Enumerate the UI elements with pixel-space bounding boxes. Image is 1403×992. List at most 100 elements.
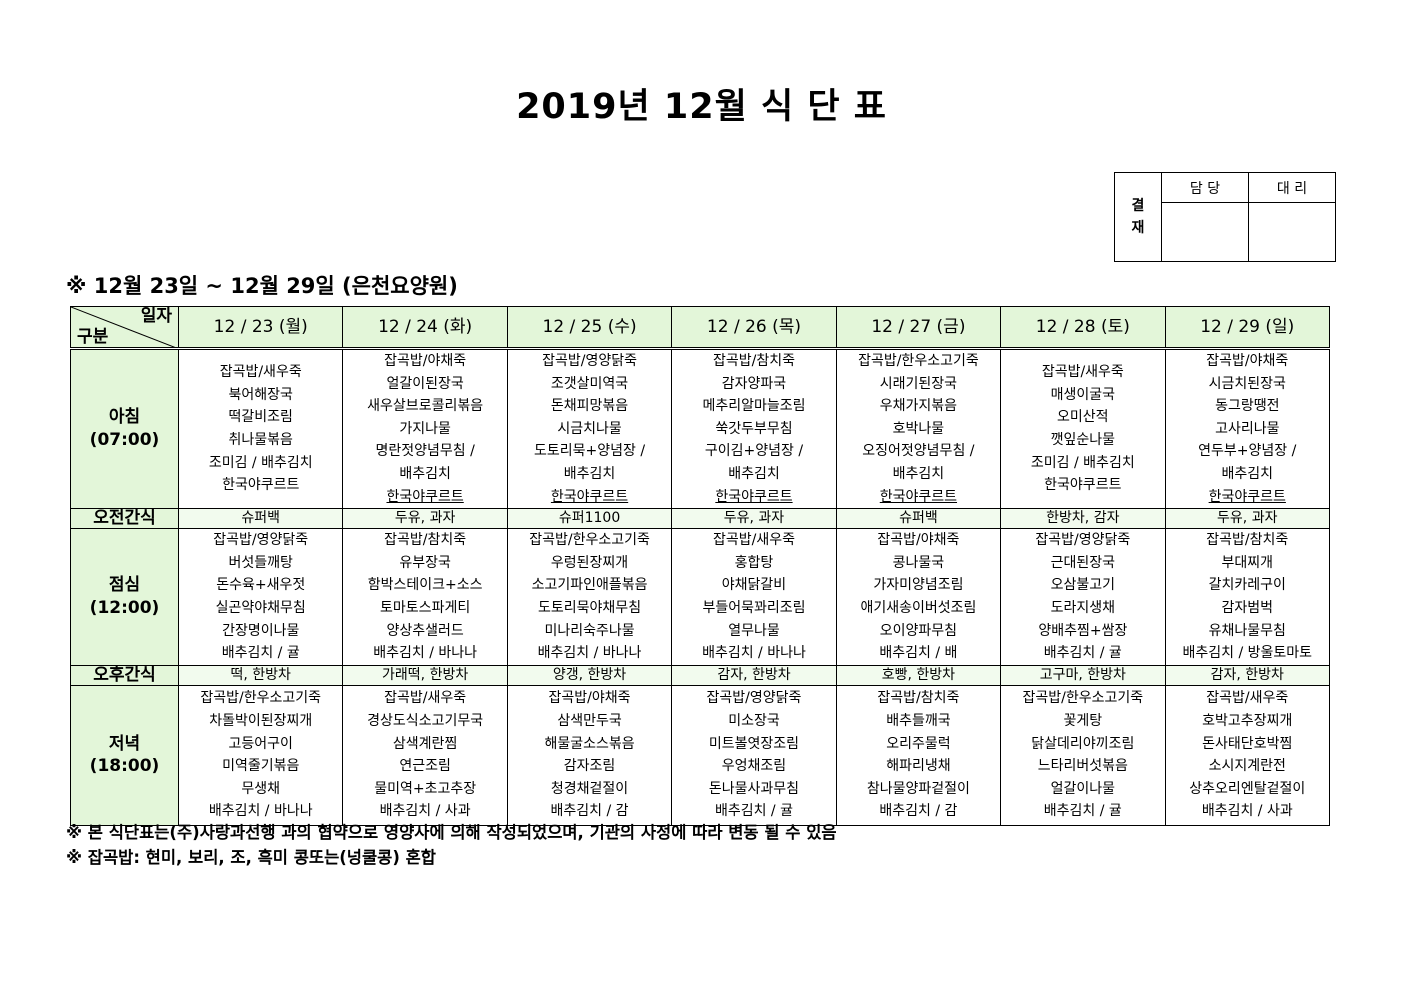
menu-item: 연두부+양념장 / [1198,443,1297,460]
menu-item: 도토리묵야채무침 [538,599,642,616]
menu-item: 느타리버섯볶음 [1037,758,1128,775]
approval-label-char: 결 [1131,198,1145,214]
day-header: 12 / 24 (화) [342,306,508,350]
breakfast-cell: 잡곡밥/야채죽 얼갈이된장국 새우살브로콜리볶음 가지나물 명란젓양념무침 / 배추김치 한… [342,347,508,510]
snack-pm-row: 오후간식 떡, 한방차 가래떡, 한방차 양갱, 한방차 감자, 한방차 호빵, 한방차… [70,664,1331,686]
lunch-cell: 잡곡밥/야채죽 콩나물국 가자미양념조림 애기새송이버섯조림 오이양파무침 배추김치 / … [835,528,1002,666]
dinner-cell: 잡곡밥/새우죽 경상도식소고기무국 삼색계란찜 연근조림 물미역+초고추장 배추김치 / … [342,684,508,826]
menu-item: 미소장국 [728,713,780,730]
breakfast-cell: 잡곡밥/새우죽 북어해장국 떡갈비조림 취나물볶음 조미김 / 배추김치 한국야쿠르트 [177,347,344,510]
menu-item: 배추김치 / 사과 [1201,803,1293,820]
snack-am-cell: 슈퍼1100 [506,508,673,530]
menu-item: 잡곡밥/새우죽 [1041,364,1124,381]
menu-item: 도토리묵+양념장 / [534,443,646,460]
lunch-cell: 잡곡밥/영양닭죽 근대된장국 오삼불고기 도라지생채 양배추찜+쌈장 배추김치 / 귤 [1000,528,1166,666]
approval-label: 결 재 [1114,172,1162,262]
approval-sign-deputy[interactable] [1248,202,1336,262]
menu-item: 메추리알마늘조림 [702,398,806,415]
menu-item: 연근조림 [399,758,451,775]
menu-item: 돈수육+새우젓 [216,577,306,594]
dinner-cell: 잡곡밥/참치죽 배추들깨국 오리주물럭 해파리냉채 참나물양파겉절이 배추김치 / 감 [835,684,1002,826]
menu-item: 새우살브로콜리볶음 [367,398,484,415]
menu-item: 잡곡밥/야채죽 [548,690,631,707]
menu-item: 근대된장국 [1050,554,1116,571]
footnote: ※ 본 식단표는(주)사랑과선행 과의 협약으로 영양사에 의해 작성되었으며,… [66,823,837,842]
menu-item: 배추김치 / 귤 [1043,803,1122,820]
menu-item: 시래기된장국 [879,375,958,392]
menu-item: 오미산적 [1057,409,1109,426]
snack-pm-cell: 감자, 한방차 [1164,664,1331,686]
menu-item: 배추김치 / 바나나 [208,803,313,820]
day-header: 12 / 26 (목) [671,306,837,350]
menu-item: 잡곡밥/한우소고기죽 [200,690,322,707]
menu-item: 배추김치 / 귤 [221,645,300,662]
menu-item: 배추김치 / 감 [879,803,958,820]
menu-item: 매생이굴국 [1050,386,1116,403]
menu-item: 배추김치 / 사과 [379,803,471,820]
snack-am-cell: 한방차, 감자 [1000,508,1166,530]
snack-am-cell: 슈퍼백 [835,508,1002,530]
menu-item: 오징어젓양념무침 / [862,443,975,460]
menu-item: 잡곡밥/참치죽 [712,353,795,369]
header-row: 일자 구분 12 / 23 (월) 12 / 24 (화) 12 / 25 (수) 1… [70,306,1331,350]
menu-item: 갈치카레구이 [1208,577,1286,594]
menu-item: 소시지계란전 [1208,758,1286,775]
menu-item: 해파리냉채 [886,758,951,775]
menu-item: 얼갈이나물 [1050,780,1116,797]
menu-item: 시금치나물 [557,420,622,437]
week-subtitle: ※ 12월 23일 ~ 12월 29일 (은천요양원) [66,274,458,298]
menu-item: 상추오리엔탈겉절이 [1189,780,1306,797]
menu-item: 미나리숙주나물 [544,622,635,639]
menu-item: 토마토스파게티 [380,599,471,616]
menu-item: 유부장국 [399,554,451,571]
menu-item: 삼색만두국 [557,713,622,730]
menu-item: 취나물볶음 [228,432,293,449]
lunch-cell: 잡곡밥/참치죽 부대찌개 갈치카레구이 감자범벅 유채나물무침 배추김치 / 방울토마토 [1164,528,1331,666]
menu-item: 부들어묵꽈리조림 [702,599,806,616]
snack-pm-cell: 양갱, 한방차 [506,664,673,686]
menu-item: 도라지생채 [1050,599,1116,616]
dinner-cell: 잡곡밥/한우소고기죽 차돌박이된장찌개 고등어구이 미역줄기볶음 무생채 배추김치 / 바… [177,684,344,826]
day-header: 12 / 23 (월) [177,306,344,350]
menu-item: 우렁된장찌개 [550,554,629,571]
menu-item: 한국야쿠르트 [1044,477,1122,494]
menu-item: 배추김치 [892,465,945,482]
menu-item: 조미김 / 배추김치 [1030,454,1135,471]
menu-item: 잡곡밥/새우죽 [712,532,795,549]
menu-item: 오리주물럭 [886,735,951,752]
menu-item: 깻잎순나물 [1050,432,1116,449]
menu-item: 고사리나물 [1215,420,1280,437]
snack-pm-label: 오후간식 [70,664,179,686]
menu-item: 잡곡밥/영양닭죽 [213,532,309,549]
menu-item: 꽃게탕 [1063,713,1103,730]
snack-am-row: 오전간식 슈퍼백 두유, 과자 슈퍼1100 두유, 과자 슈퍼백 한방차, 감자 두유, … [70,508,1331,530]
snack-pm-cell: 떡, 한방차 [177,664,344,686]
dinner-row: 저녁 (18:00) 잡곡밥/한우소고기죽 차돌박이된장찌개 고등어구이 미역줄기볶음… [70,684,1331,826]
menu-item: 유채나물무침 [1208,622,1286,639]
snack-pm-cell: 감자, 한방차 [671,664,837,686]
menu-item: 양상추샐러드 [386,622,464,639]
meal-name: 아침 [108,407,141,428]
menu-item: 배추김치 / 바나나 [537,645,642,662]
menu-item: 청경채겉절이 [550,780,629,797]
dinner-cell: 잡곡밥/새우죽 호박고추장찌개 돈사태단호박찜 소시지계란전 상추오리엔탈겉절이 배추김치… [1164,684,1331,826]
menu-item: 차돌박이된장찌개 [209,713,313,730]
dinner-cell: 잡곡밥/영양닭죽 미소장국 미트볼엿장조림 우엉채조림 돈나물사과무침 배추김치 / 귤 [671,684,837,826]
menu-item: 함박스테이크+소스 [367,577,483,594]
corner-date-label: 일자 [140,306,172,327]
menu-item: 애기새송이버섯조림 [860,599,977,616]
menu-item: 잡곡밥/참치죽 [877,690,960,707]
menu-item: 잡곡밥/야채죽 [877,532,960,549]
menu-item: 잡곡밥/야채죽 [384,353,467,369]
approval-sign-staff[interactable] [1161,202,1249,262]
menu-item: 한국야쿠르트 [879,488,958,505]
menu-item: 배추김치 / 귤 [714,803,793,820]
menu-item: 감자양파국 [721,375,787,392]
menu-item: 구이김+양념장 / [704,443,804,460]
page-title: 2019년 12월 식 단 표 [516,87,887,127]
meal-time: (18:00) [89,756,160,777]
lunch-cell: 잡곡밥/한우소고기죽 우렁된장찌개 소고기파인애플볶음 도토리묵야채무침 미나리숙주나물… [506,528,673,666]
menu-item: 잡곡밥/영양닭죽 [542,353,637,369]
approval-col-staff: 담 당 [1161,171,1249,204]
menu-item: 가지나물 [399,420,451,437]
